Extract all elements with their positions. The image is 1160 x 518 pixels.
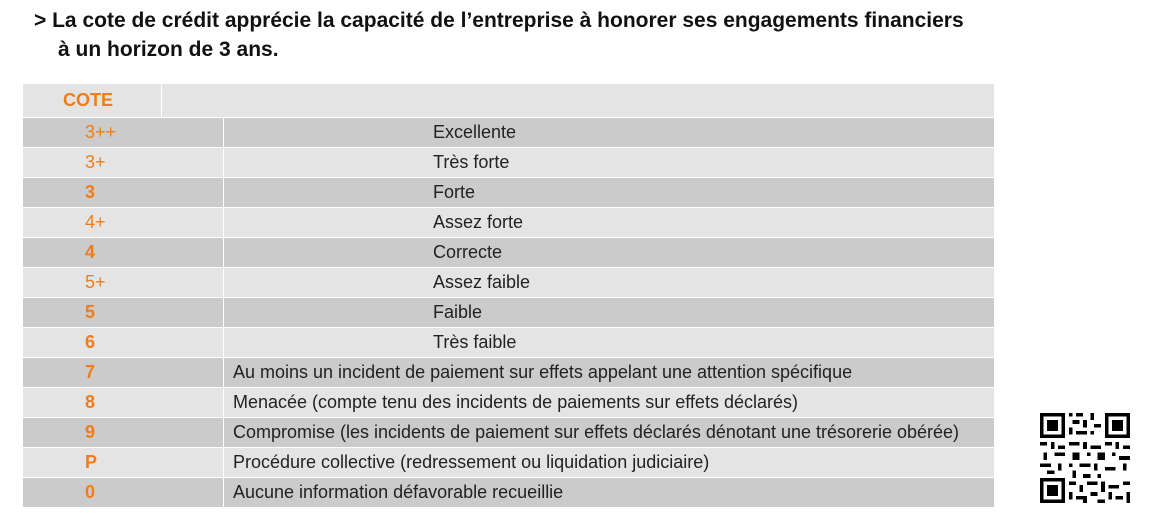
rating-code: P — [23, 448, 223, 477]
credit-rating-table: COTE 3++ Excellente 3+ Très forte 3 Fort… — [23, 84, 994, 508]
intro-text: > La cote de crédit apprécie la capacité… — [34, 6, 1114, 64]
table-row: P Procédure collective (redressement ou … — [23, 448, 994, 478]
rating-code: 3 — [23, 178, 223, 207]
table-row: 7 Au moins un incident de paiement sur e… — [23, 358, 994, 388]
table-row: 0 Aucune information défavorable recueil… — [23, 478, 994, 508]
table-row: 5+ Assez faible — [23, 268, 994, 298]
rating-label: Très faible — [224, 328, 994, 357]
table-row: 3+ Très forte — [23, 148, 994, 178]
rating-code: 6 — [23, 328, 223, 357]
table-row: 4 Correcte — [23, 238, 994, 268]
table-row: 8 Menacée (compte tenu des incidents de … — [23, 388, 994, 418]
table-header-row: COTE — [23, 84, 994, 118]
rating-code: 7 — [23, 358, 223, 387]
rating-label: Compromise (les incidents de paiement su… — [224, 418, 994, 447]
rating-code: 5 — [23, 298, 223, 327]
rating-code: 0 — [23, 478, 223, 507]
rating-label: Forte — [224, 178, 994, 207]
rating-code: 3+ — [23, 148, 223, 177]
table-row: 5 Faible — [23, 298, 994, 328]
intro-line-1: > La cote de crédit apprécie la capacité… — [34, 9, 964, 32]
intro-line-2: à un horizon de 3 ans. — [58, 38, 279, 61]
rating-code: 9 — [23, 418, 223, 447]
rating-label: Correcte — [224, 238, 994, 267]
rating-label: Excellente — [224, 118, 994, 147]
rating-code: 8 — [23, 388, 223, 417]
rating-label: Très forte — [224, 148, 994, 177]
qr-code-icon — [1040, 413, 1130, 503]
table-row: 3++ Excellente — [23, 118, 994, 148]
rating-code: 4+ — [23, 208, 223, 237]
rating-code: 3++ — [23, 118, 223, 147]
rating-label: Aucune information défavorable recueilli… — [224, 478, 994, 507]
rating-label: Faible — [224, 298, 994, 327]
table-row: 6 Très faible — [23, 328, 994, 358]
rating-label: Assez faible — [224, 268, 994, 297]
table-row: 9 Compromise (les incidents de paiement … — [23, 418, 994, 448]
rating-label: Assez forte — [224, 208, 994, 237]
table-row: 3 Forte — [23, 178, 994, 208]
rating-label: Menacée (compte tenu des incidents de pa… — [224, 388, 994, 417]
table-row: 4+ Assez forte — [23, 208, 994, 238]
rating-label: Au moins un incident de paiement sur eff… — [224, 358, 994, 387]
header-cote: COTE — [23, 84, 161, 117]
rating-code: 5+ — [23, 268, 223, 297]
rating-label: Procédure collective (redressement ou li… — [224, 448, 994, 477]
header-description — [162, 84, 994, 117]
rating-code: 4 — [23, 238, 223, 267]
